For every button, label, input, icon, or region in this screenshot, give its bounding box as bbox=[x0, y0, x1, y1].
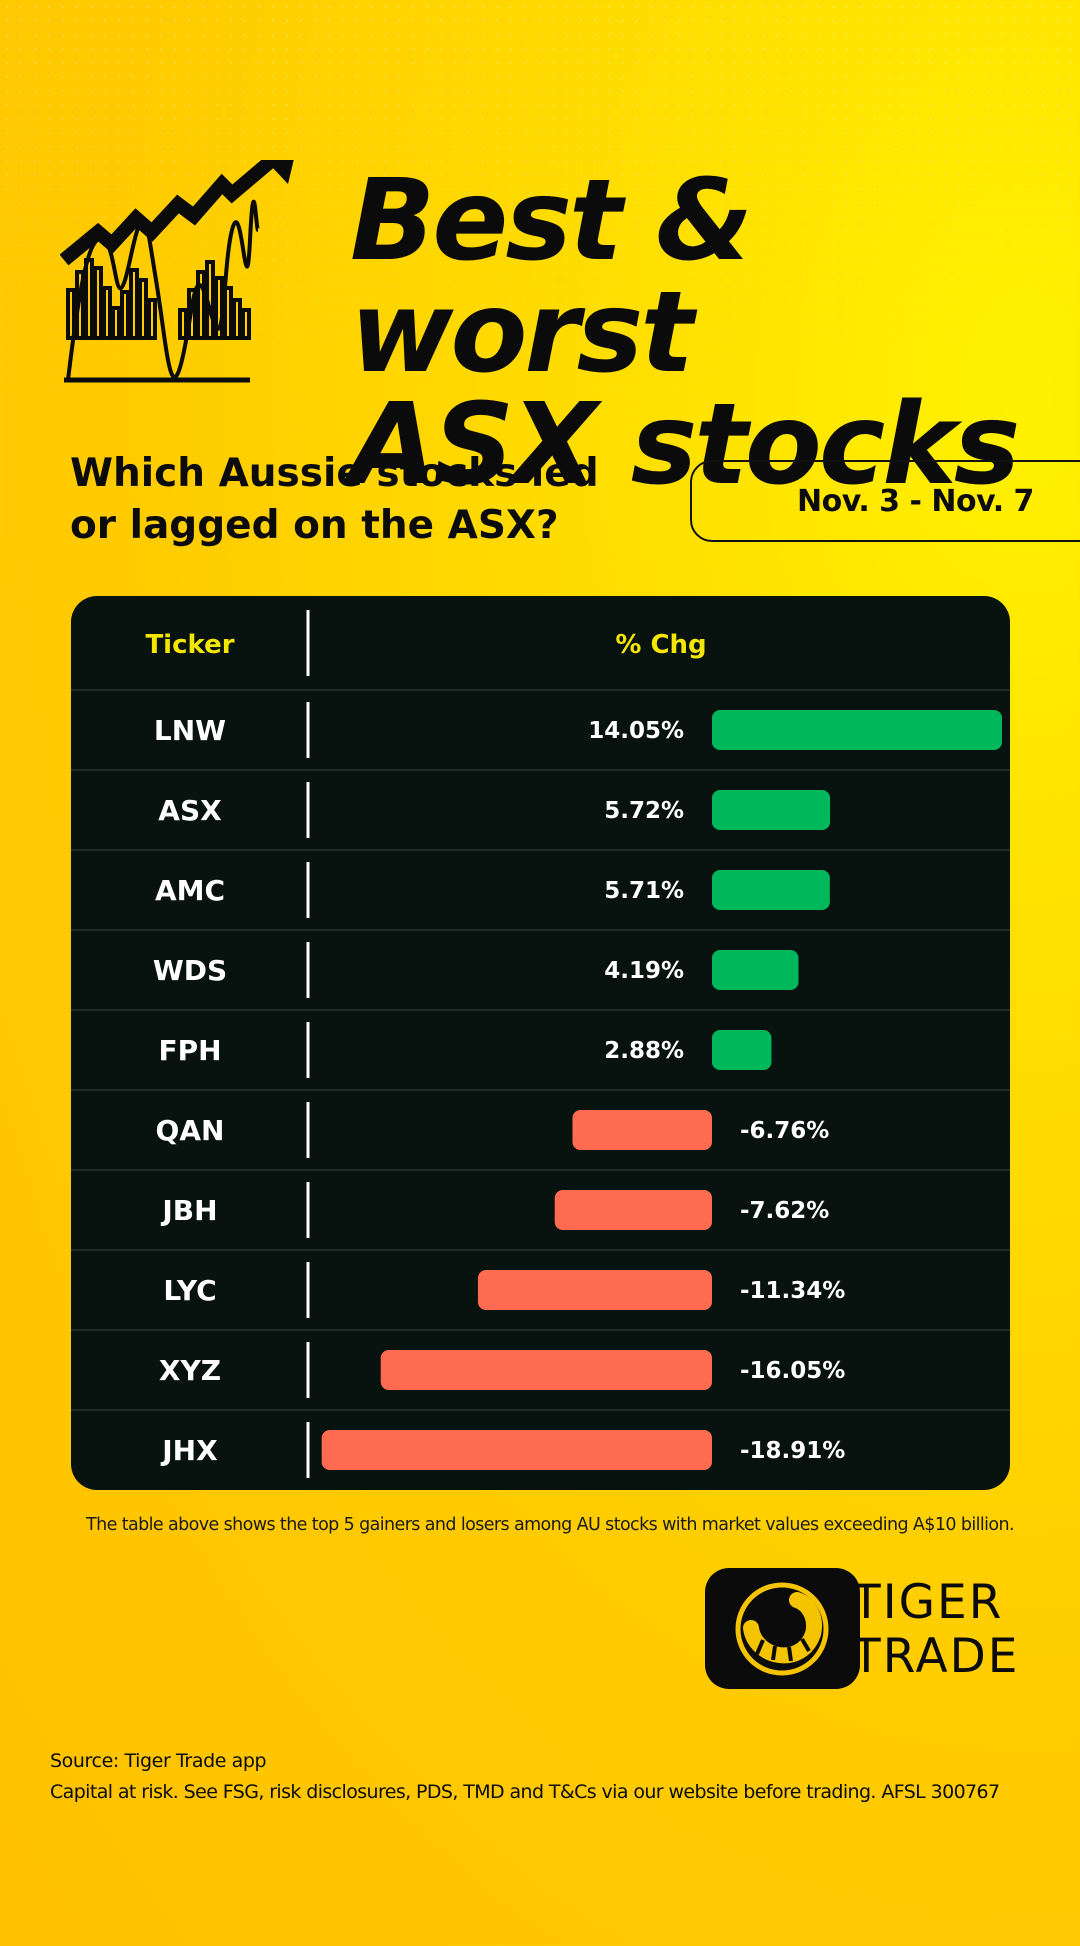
column-header-change: % Chg bbox=[615, 630, 706, 660]
table-footnote: The table above shows the top 5 gainers … bbox=[86, 1515, 1015, 1535]
brand-name: TIGER TRADE bbox=[852, 1576, 1020, 1684]
bar-negative bbox=[572, 1110, 712, 1150]
ticker-label: JHX bbox=[160, 1434, 218, 1467]
value-label: -6.76% bbox=[740, 1118, 829, 1144]
ticker-label: LYC bbox=[163, 1274, 216, 1307]
date-range-badge: Nov. 3 - Nov. 7 bbox=[690, 460, 1080, 542]
source-text: Source: Tiger Trade app bbox=[50, 1750, 267, 1772]
title-line-2: ASX stocks bbox=[350, 380, 1020, 510]
ticker-label: WDS bbox=[153, 954, 227, 987]
value-label: -18.91% bbox=[740, 1438, 845, 1464]
bar-positive bbox=[712, 710, 1002, 750]
bar-negative bbox=[554, 1190, 712, 1230]
value-label: -11.34% bbox=[740, 1278, 845, 1304]
bar-negative bbox=[380, 1350, 712, 1390]
value-label: 5.72% bbox=[604, 798, 684, 824]
bar-positive bbox=[712, 950, 799, 990]
subtitle-line-2: or lagged on the ASX? bbox=[70, 503, 559, 548]
brand-line-2: TRADE bbox=[852, 1629, 1020, 1684]
bar-positive bbox=[712, 790, 831, 830]
ticker-label: ASX bbox=[158, 794, 222, 827]
subtitle: Which Aussie stocks led or lagged on the… bbox=[70, 448, 630, 552]
ticker-label: AMC bbox=[155, 874, 225, 907]
bar-positive bbox=[712, 870, 830, 910]
title-line-1: Best & worst bbox=[350, 156, 753, 398]
bar-negative bbox=[477, 1270, 712, 1310]
ticker-label: QAN bbox=[156, 1114, 225, 1147]
brand-line-1: TIGER bbox=[852, 1575, 1004, 1630]
value-label: 5.71% bbox=[604, 878, 684, 904]
disclaimer-text: Capital at risk. See FSG, risk disclosur… bbox=[50, 1781, 1000, 1803]
subtitle-line-1: Which Aussie stocks led bbox=[70, 451, 599, 496]
bar-negative bbox=[321, 1430, 712, 1470]
change-bar-chart: Ticker % Chg LNW 14.05% ASX 5.72% AMC 5.71% WDS 4… bbox=[71, 610, 1010, 1478]
column-header-ticker: Ticker bbox=[145, 630, 234, 660]
ticker-label: JBH bbox=[160, 1194, 217, 1227]
page-title: Best & worst ASX stocks bbox=[350, 165, 1070, 501]
tiger-trade-logo bbox=[705, 1568, 860, 1689]
value-label: 14.05% bbox=[588, 718, 684, 744]
value-label: -16.05% bbox=[740, 1358, 845, 1384]
ticker-label: FPH bbox=[158, 1034, 221, 1067]
stock-chart-icon bbox=[60, 160, 294, 383]
tiger-stripe-icon bbox=[735, 1582, 829, 1676]
value-label: -7.62% bbox=[740, 1198, 829, 1224]
value-label: 2.88% bbox=[604, 1038, 684, 1064]
stock-table: Ticker % Chg LNW 14.05% ASX 5.72% AMC 5.71% WDS 4… bbox=[71, 596, 1010, 1490]
bar-positive bbox=[712, 1030, 772, 1070]
ticker-label: LNW bbox=[154, 714, 226, 747]
ticker-label: XYZ bbox=[159, 1354, 221, 1387]
value-label: 4.19% bbox=[604, 958, 684, 984]
